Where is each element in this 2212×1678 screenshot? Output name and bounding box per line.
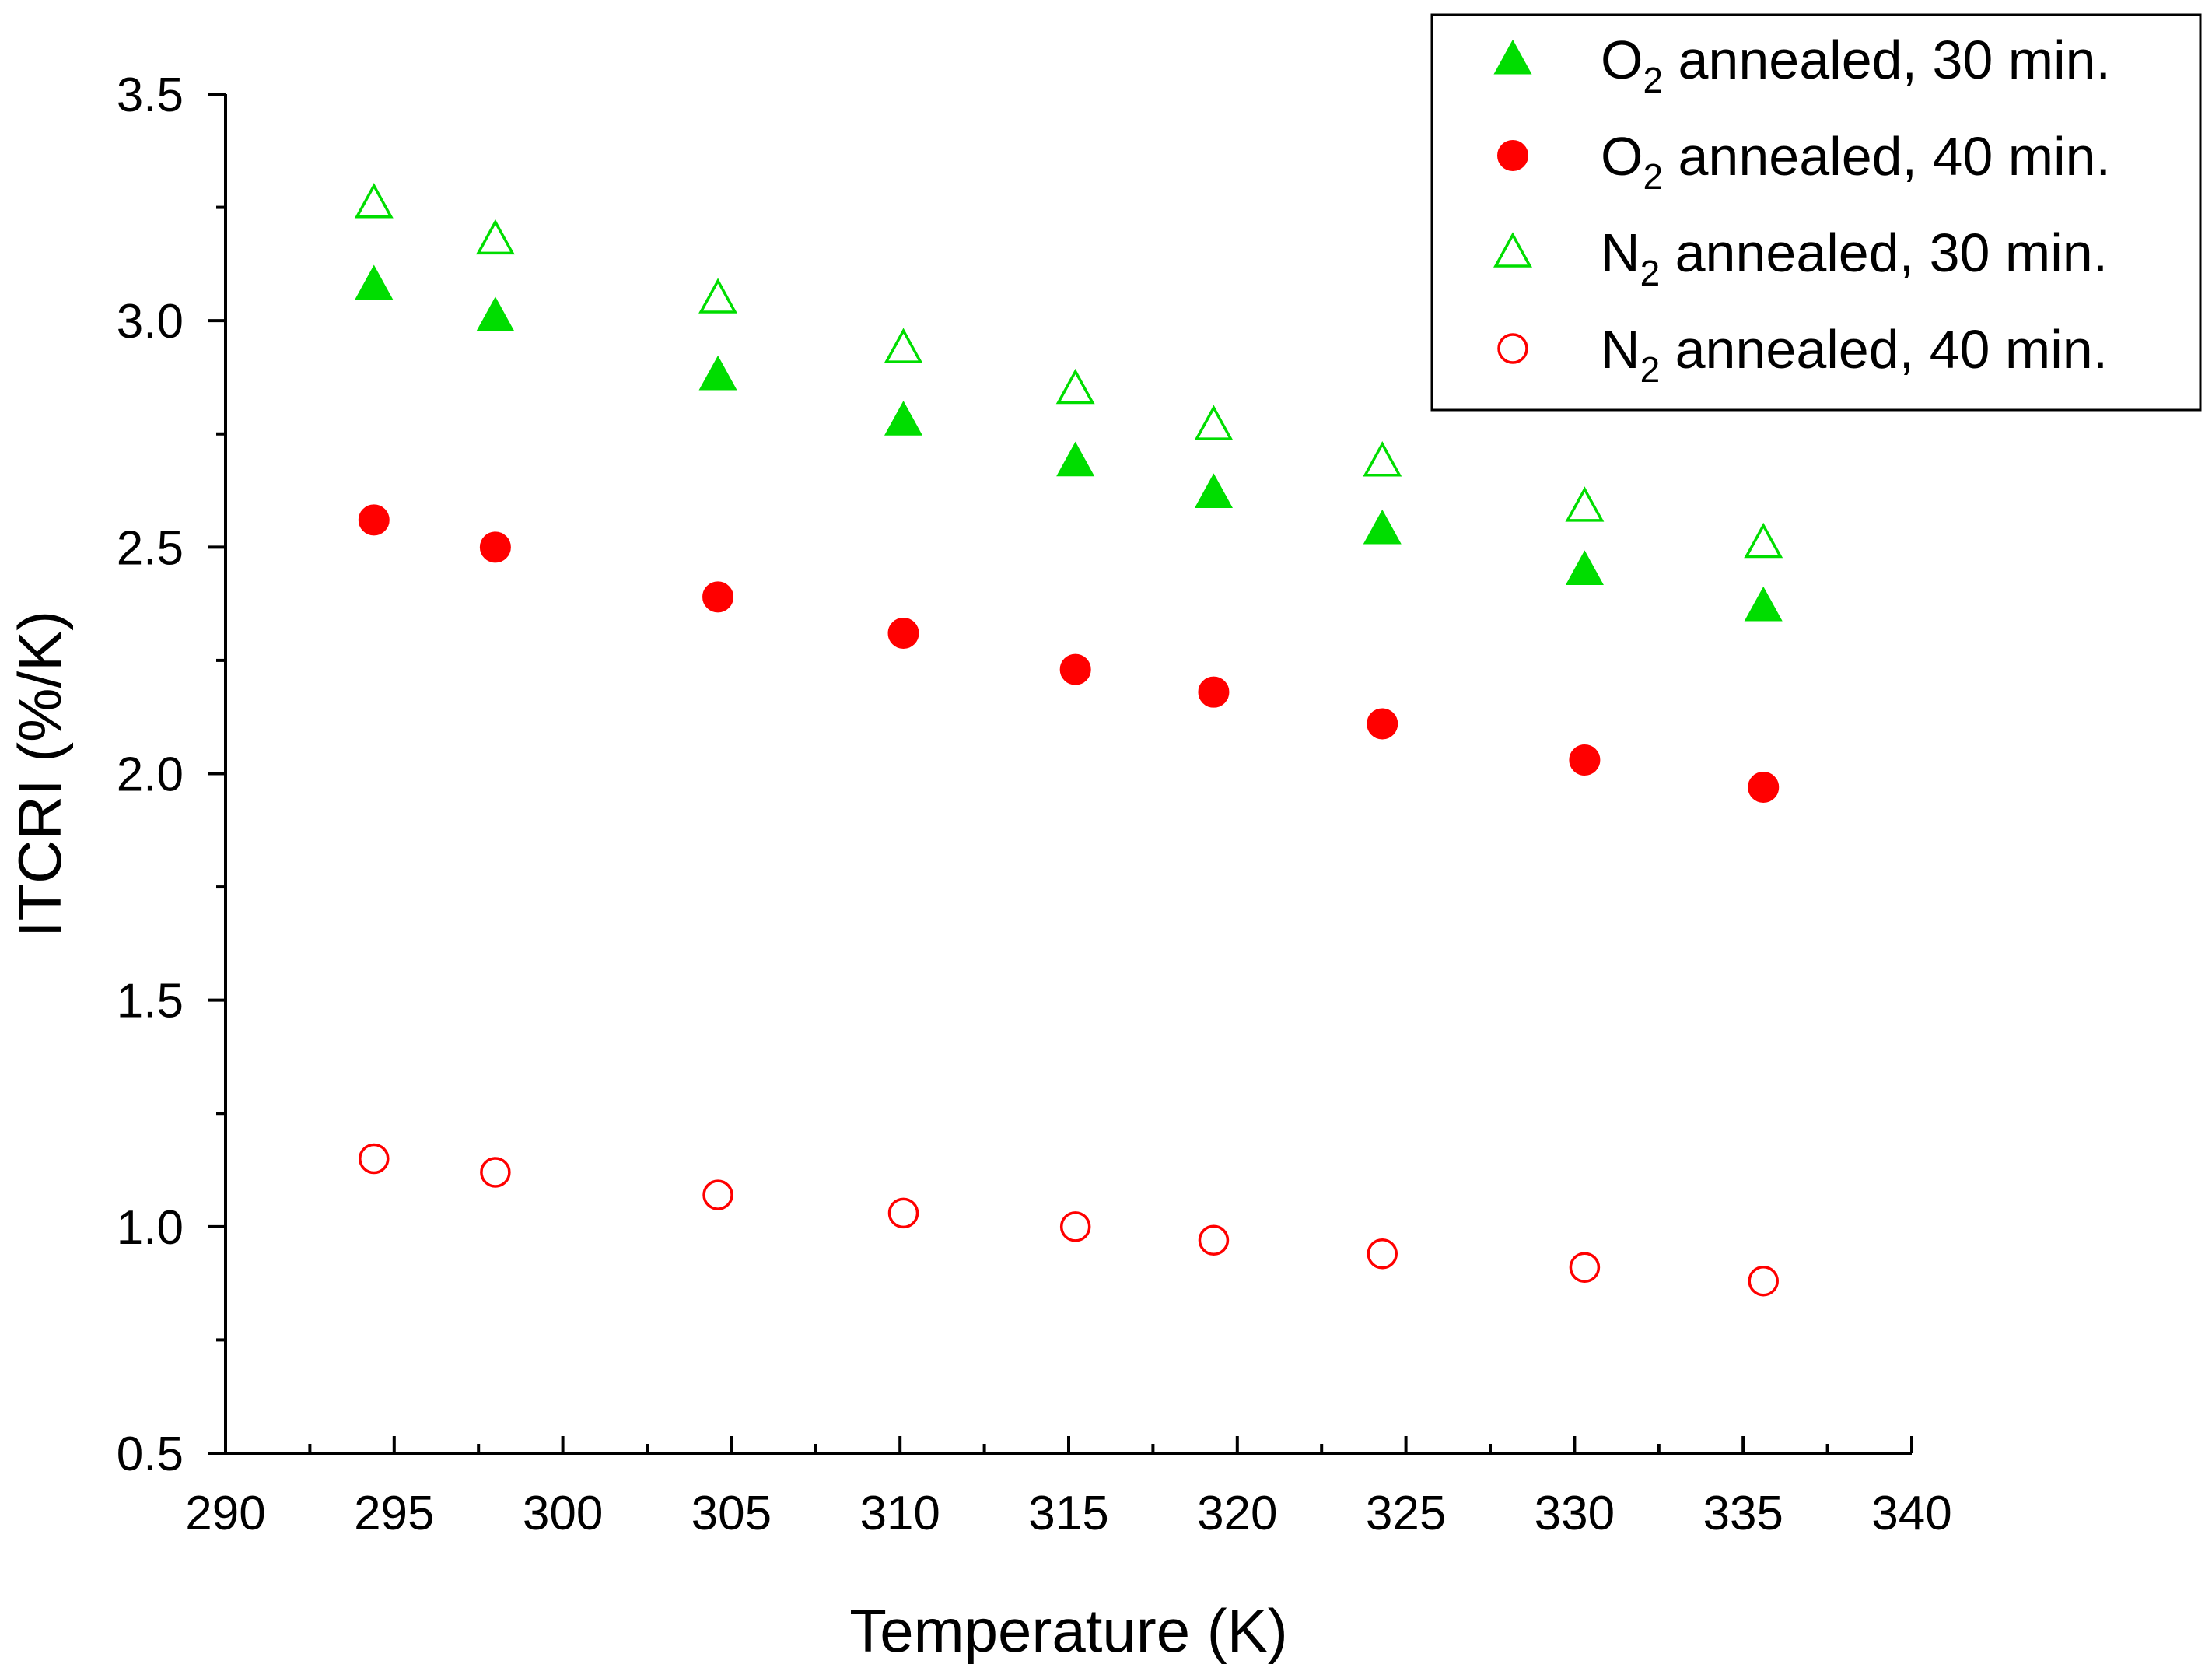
data-point [1198, 1224, 1230, 1256]
y-tick-label: 0.5 [117, 1428, 184, 1481]
data-point [1367, 1238, 1398, 1270]
series-0 [355, 264, 1783, 622]
data-point [1059, 1211, 1091, 1242]
x-tick-label: 295 [354, 1487, 434, 1540]
legend-marker [1497, 333, 1528, 364]
legend-entry: O2 annealed, 40 min. [1497, 126, 2111, 197]
data-point [475, 219, 515, 255]
plot-area: 290 295 300 305 310 315 320 325 330 335 340 0.5 1.0… [117, 68, 1952, 1540]
legend-entry: N2 annealed, 40 min. [1497, 319, 2108, 390]
data-point [359, 1143, 390, 1175]
y-tick-label: 1.5 [117, 975, 184, 1028]
x-tick-label: 315 [1028, 1487, 1108, 1540]
y-tick-label: 3.0 [117, 295, 184, 349]
data-point [1565, 486, 1605, 522]
legend-label: N2 annealed, 30 min. [1601, 222, 2108, 293]
data-point [358, 504, 390, 536]
data-point [1194, 473, 1233, 508]
data-point [1059, 653, 1091, 685]
data-point [698, 355, 737, 391]
x-tick-label: 335 [1703, 1487, 1783, 1540]
x-tick-label: 290 [185, 1487, 265, 1540]
x-tick-label: 320 [1197, 1487, 1277, 1540]
legend-marker [1493, 39, 1532, 75]
data-points [354, 183, 1783, 1297]
legend-entries: O2 annealed, 30 min. O2 annealed, 40 min.… [1493, 30, 2111, 390]
x-tick-label: 300 [523, 1487, 603, 1540]
data-point [1056, 441, 1095, 477]
data-point [1744, 586, 1783, 622]
legend-box [1430, 13, 2202, 412]
legend-entry: O2 annealed, 30 min. [1493, 30, 2111, 100]
data-point [479, 531, 511, 563]
legend-marker [1493, 232, 1532, 268]
data-point [887, 617, 919, 649]
series-3 [359, 1143, 1779, 1297]
y-tick-label: 1.0 [117, 1201, 184, 1255]
data-point [354, 183, 394, 219]
data-point [884, 328, 923, 363]
data-point [698, 278, 738, 314]
data-point [1194, 405, 1234, 440]
y-tick-label: 2.5 [117, 521, 184, 575]
data-point [1748, 1265, 1779, 1297]
data-point [1055, 368, 1095, 405]
legend-label: O2 annealed, 30 min. [1601, 30, 2111, 100]
series-1 [358, 504, 1780, 803]
y-tick-label: 3.5 [117, 68, 184, 122]
data-point [702, 1179, 733, 1210]
data-point [1363, 441, 1402, 477]
data-point [702, 581, 734, 613]
x-axis-label: Temperature (K) [849, 1596, 1288, 1665]
legend-label: O2 annealed, 40 min. [1601, 126, 2111, 197]
x-ticks: 290 295 300 305 310 315 320 325 330 335 340 [185, 1436, 1952, 1540]
legend-entry: N2 annealed, 30 min. [1493, 222, 2108, 293]
x-tick-label: 305 [691, 1487, 772, 1540]
x-tick-label: 325 [1366, 1487, 1446, 1540]
data-point [476, 296, 515, 331]
data-point [1744, 522, 1783, 559]
x-tick-label: 330 [1535, 1487, 1615, 1540]
legend-marker [1497, 140, 1528, 171]
x-tick-label: 310 [859, 1487, 940, 1540]
y-tick-label: 2.0 [117, 748, 184, 802]
data-point [1569, 1252, 1601, 1283]
legend: O2 annealed, 30 min. O2 annealed, 40 min.… [1430, 13, 2202, 412]
series-2 [354, 183, 1783, 559]
y-ticks: 0.5 1.0 1.5 2.0 2.5 3.0 3.5 [117, 68, 226, 1481]
data-point [1748, 771, 1780, 803]
legend-label: N2 annealed, 40 min. [1601, 319, 2108, 390]
data-point [887, 1197, 919, 1229]
data-point [1198, 676, 1230, 708]
y-axis-label: ITCRI (%/K) [5, 611, 74, 937]
x-tick-label: 340 [1871, 1487, 1951, 1540]
data-point [884, 401, 923, 436]
data-point [1569, 744, 1601, 776]
data-point [1565, 550, 1604, 585]
data-point [1367, 708, 1398, 740]
data-point [1363, 509, 1402, 545]
data-point [480, 1157, 511, 1188]
data-point [355, 264, 394, 300]
